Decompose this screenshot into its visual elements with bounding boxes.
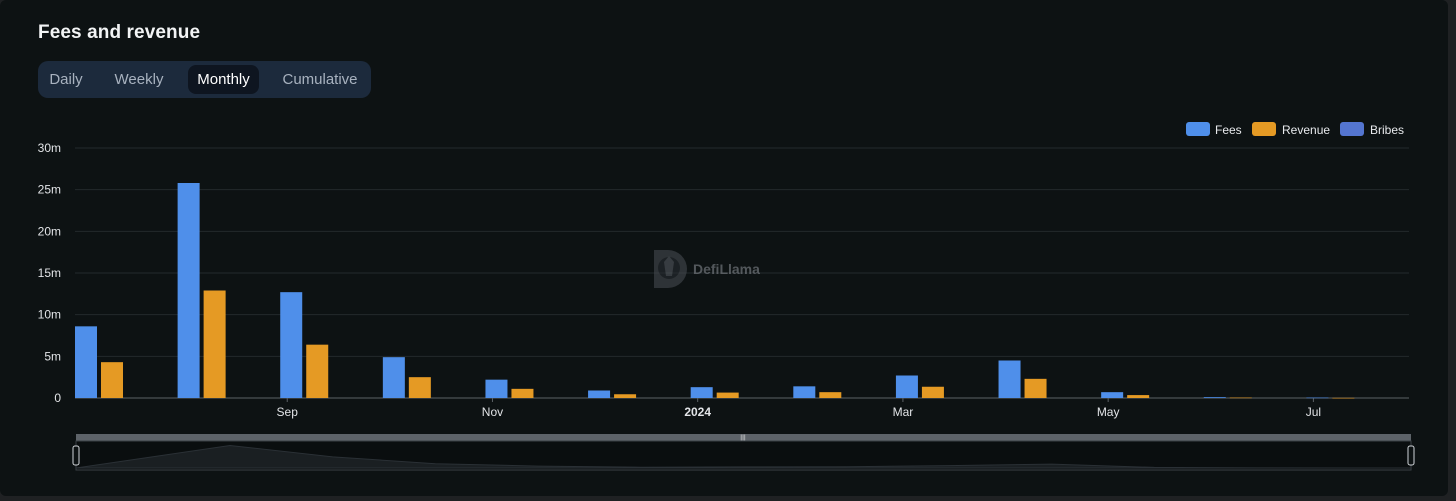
legend-swatch-bribes bbox=[1340, 122, 1364, 136]
y-tick-label: 25m bbox=[38, 183, 61, 197]
watermark: DefiLlama bbox=[654, 250, 760, 288]
zoom-handle-right[interactable] bbox=[1407, 445, 1415, 466]
bar-revenue bbox=[101, 362, 123, 398]
bar-fees bbox=[895, 375, 918, 398]
bar-fees bbox=[1101, 392, 1124, 398]
bar-revenue bbox=[614, 394, 637, 398]
zoom-grip-icon: ||| bbox=[740, 435, 746, 442]
y-tick-label: 30m bbox=[38, 141, 61, 155]
bar-revenue bbox=[1229, 397, 1252, 399]
tab-monthly[interactable]: Monthly bbox=[188, 65, 259, 94]
legend: Fees Revenue Bribes bbox=[1186, 122, 1404, 137]
legend-label-bribes: Bribes bbox=[1370, 123, 1404, 137]
x-tick-label: Nov bbox=[482, 405, 503, 419]
bar-fees bbox=[1203, 397, 1226, 398]
zoom-handle-left[interactable] bbox=[72, 445, 80, 466]
period-tabs: Daily Weekly Monthly Cumulative bbox=[38, 61, 371, 98]
bar-fees bbox=[793, 386, 816, 398]
bar-fees bbox=[75, 326, 97, 398]
legend-label-fees: Fees bbox=[1215, 123, 1242, 137]
bar-fees bbox=[485, 379, 508, 398]
bar-revenue bbox=[306, 344, 329, 398]
x-tick-label: Sep bbox=[277, 405, 299, 419]
bar-revenue bbox=[1127, 395, 1150, 398]
bar-fees bbox=[690, 387, 713, 398]
zoom-slider-bar[interactable] bbox=[76, 434, 1411, 441]
bar-fees bbox=[382, 357, 405, 398]
bar-revenue bbox=[408, 377, 431, 398]
x-tick-label: 2024 bbox=[684, 405, 711, 419]
bar-fees bbox=[1306, 397, 1329, 399]
x-axis: Sep Nov 2024 Mar May Jul bbox=[277, 398, 1321, 419]
data-zoom-slider[interactable]: ||| bbox=[72, 434, 1415, 471]
y-tick-label: 0 bbox=[54, 391, 61, 405]
x-tick-label: Mar bbox=[893, 405, 914, 419]
y-axis: 0 5m 10m 15m 20m 25m 30m bbox=[38, 141, 62, 405]
bar-revenue bbox=[921, 386, 944, 398]
bar-revenue bbox=[203, 290, 226, 398]
bar-revenue bbox=[511, 388, 534, 398]
legend-item-fees[interactable]: Fees bbox=[1186, 122, 1242, 137]
legend-item-revenue[interactable]: Revenue bbox=[1252, 122, 1330, 137]
y-tick-label: 5m bbox=[44, 349, 61, 363]
chart-title: Fees and revenue bbox=[38, 22, 201, 43]
legend-item-bribes[interactable]: Bribes bbox=[1340, 122, 1404, 137]
legend-label-revenue: Revenue bbox=[1282, 123, 1330, 137]
y-tick-label: 10m bbox=[38, 308, 61, 322]
y-tick-label: 15m bbox=[38, 266, 61, 280]
bar-revenue bbox=[1332, 397, 1355, 399]
y-tick-label: 20m bbox=[38, 224, 61, 238]
tab-weekly[interactable]: Weekly bbox=[114, 71, 164, 88]
zoom-preview-area bbox=[75, 444, 1411, 469]
legend-swatch-fees bbox=[1186, 122, 1210, 136]
tab-daily[interactable]: Daily bbox=[49, 71, 83, 88]
defillama-logo-icon bbox=[654, 250, 687, 288]
tab-cumulative[interactable]: Cumulative bbox=[282, 71, 358, 88]
bar-fees bbox=[280, 292, 303, 398]
x-tick-label: May bbox=[1097, 405, 1120, 419]
bar-fees bbox=[177, 183, 200, 398]
legend-swatch-revenue bbox=[1252, 122, 1276, 136]
bar-revenue bbox=[819, 392, 842, 398]
bar-revenue bbox=[716, 392, 739, 398]
bars bbox=[75, 183, 1355, 399]
x-tick-label: Jul bbox=[1306, 405, 1321, 419]
bar-fees bbox=[998, 360, 1021, 398]
bar-fees bbox=[588, 390, 611, 398]
watermark-text: DefiLlama bbox=[693, 261, 760, 277]
bar-revenue bbox=[1024, 378, 1047, 398]
